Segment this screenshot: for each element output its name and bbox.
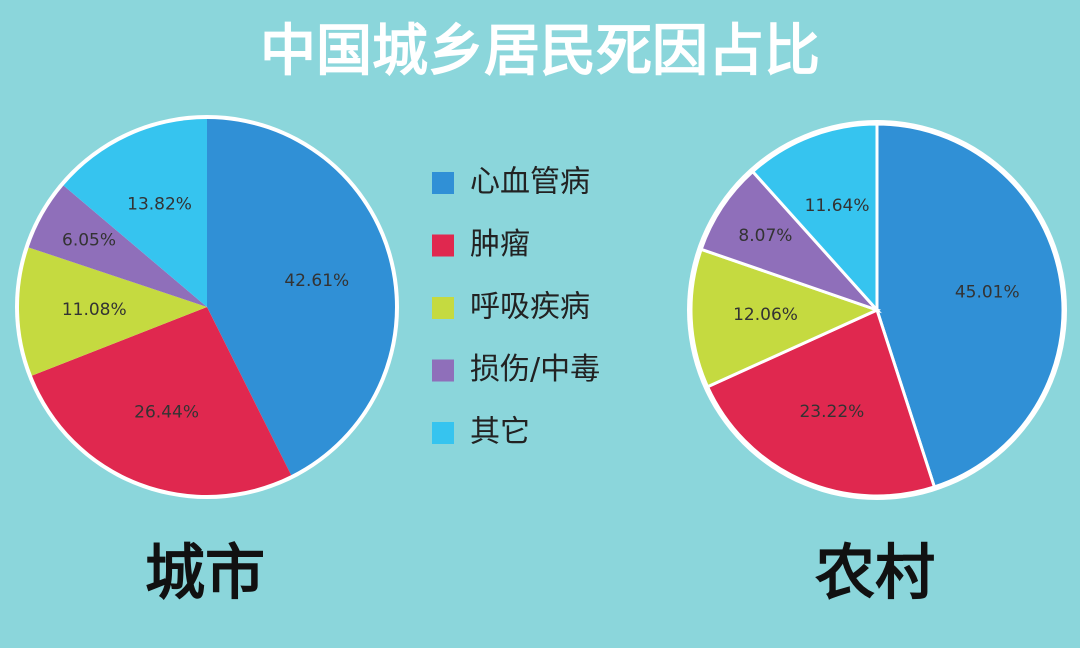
- pie-title: 城市: [145, 539, 265, 609]
- legend-swatch: [432, 172, 454, 194]
- chart-title: 中国城乡居民死因占比: [260, 19, 820, 84]
- data-label: 23.22%: [799, 402, 864, 422]
- legend-swatch: [432, 359, 454, 382]
- data-label: 45.01%: [955, 283, 1020, 303]
- legend-label: 损伤/中毒: [470, 352, 600, 387]
- data-label: 26.44%: [134, 402, 199, 422]
- legend-swatch: [432, 297, 454, 319]
- pie-slice: [31, 307, 292, 495]
- legend-label: 心血管病: [470, 165, 590, 200]
- pie-slice: [63, 119, 207, 307]
- pie-slice: [750, 122, 879, 314]
- pie-slice: [705, 307, 937, 498]
- legend-label: 肿瘤: [470, 227, 530, 262]
- data-label: 11.64%: [805, 196, 870, 216]
- data-label: 12.06%: [733, 305, 798, 325]
- pie-slice: [689, 247, 882, 389]
- pie-slice: [28, 185, 207, 307]
- data-label: 8.07%: [738, 226, 792, 246]
- pie-slice: [875, 122, 1065, 489]
- data-label: 42.61%: [284, 271, 349, 291]
- data-label: 11.08%: [62, 300, 127, 320]
- data-label: 6.05%: [62, 231, 116, 251]
- pie-title: 农村: [815, 539, 935, 609]
- pie-slice: [207, 119, 395, 476]
- legend-label: 呼吸疾病: [470, 290, 590, 325]
- legend-swatch: [432, 422, 454, 444]
- data-label: 13.82%: [127, 195, 192, 215]
- pie-slice: [699, 169, 882, 314]
- pie-slice: [19, 247, 207, 376]
- legend-swatch: [432, 234, 454, 257]
- legend-label: 其它: [470, 415, 530, 450]
